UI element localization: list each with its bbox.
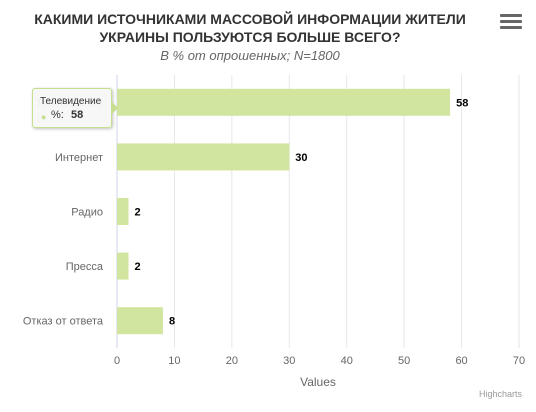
- x-tick-label: 10: [168, 355, 180, 367]
- x-tick-label: 60: [455, 355, 467, 367]
- tick-labels: 0 10 20 30 40 50 60 70: [114, 355, 525, 367]
- tooltip-arrow: [111, 101, 118, 115]
- chart-title-line-1: КАКИМИ ИСТОЧНИКАМИ МАССОВОЙ ИНФОРМАЦИИ Ж…: [34, 11, 466, 27]
- x-tick-label: 40: [341, 355, 353, 367]
- x-axis-title: Values: [300, 375, 336, 389]
- x-tick-label: 70: [513, 355, 525, 367]
- data-label: 2: [134, 207, 140, 219]
- bar[interactable]: [117, 143, 290, 171]
- data-label: 2: [134, 261, 140, 273]
- data-label: 8: [169, 316, 175, 328]
- data-label: 58: [456, 97, 468, 109]
- tooltip-value: 58: [71, 109, 84, 121]
- bar[interactable]: [117, 252, 129, 280]
- tooltip: Телевидение ● %: 58: [32, 88, 118, 128]
- chart-title: КАКИМИ ИСТОЧНИКАМИ МАССОВОЙ ИНФОРМАЦИИ Ж…: [10, 10, 490, 46]
- category-label: Пресса: [66, 261, 104, 273]
- x-tick-label: 30: [283, 355, 295, 367]
- bar[interactable]: [117, 307, 163, 335]
- x-tick-label: 50: [398, 355, 410, 367]
- series-dot-icon: ●: [41, 112, 47, 122]
- category-labels: Телевидение Интернет Радио Пресса Отказ от о…: [23, 97, 104, 327]
- bars: [117, 88, 451, 335]
- category-label: Отказ от ответа: [23, 316, 104, 328]
- data-labels: 58 30 2 2 8: [134, 97, 468, 327]
- hamburger-icon-bar: [500, 20, 522, 23]
- x-tick-label: 0: [114, 355, 120, 367]
- hamburger-icon-bar: [500, 26, 522, 29]
- bar[interactable]: [117, 88, 451, 116]
- chart-title-line-2: УКРАИНЫ ПОЛЬЗУЮТСЯ БОЛЬШЕ ВСЕГО?: [99, 29, 401, 45]
- hamburger-icon-bar: [500, 14, 522, 17]
- credits-link[interactable]: Highcharts: [478, 389, 522, 399]
- data-label: 30: [295, 152, 307, 164]
- tooltip-series-name: %:: [51, 109, 64, 121]
- grid-lines: [116, 75, 520, 348]
- context-menu-button[interactable]: [500, 14, 522, 34]
- bar[interactable]: [117, 198, 129, 225]
- category-label: Радио: [71, 207, 103, 219]
- tooltip-category: Телевидение: [40, 96, 102, 107]
- x-tick-label: 20: [226, 355, 238, 367]
- category-label: Интернет: [55, 152, 103, 164]
- chart-subtitle: В % от опрошенных; N=1800: [160, 48, 340, 63]
